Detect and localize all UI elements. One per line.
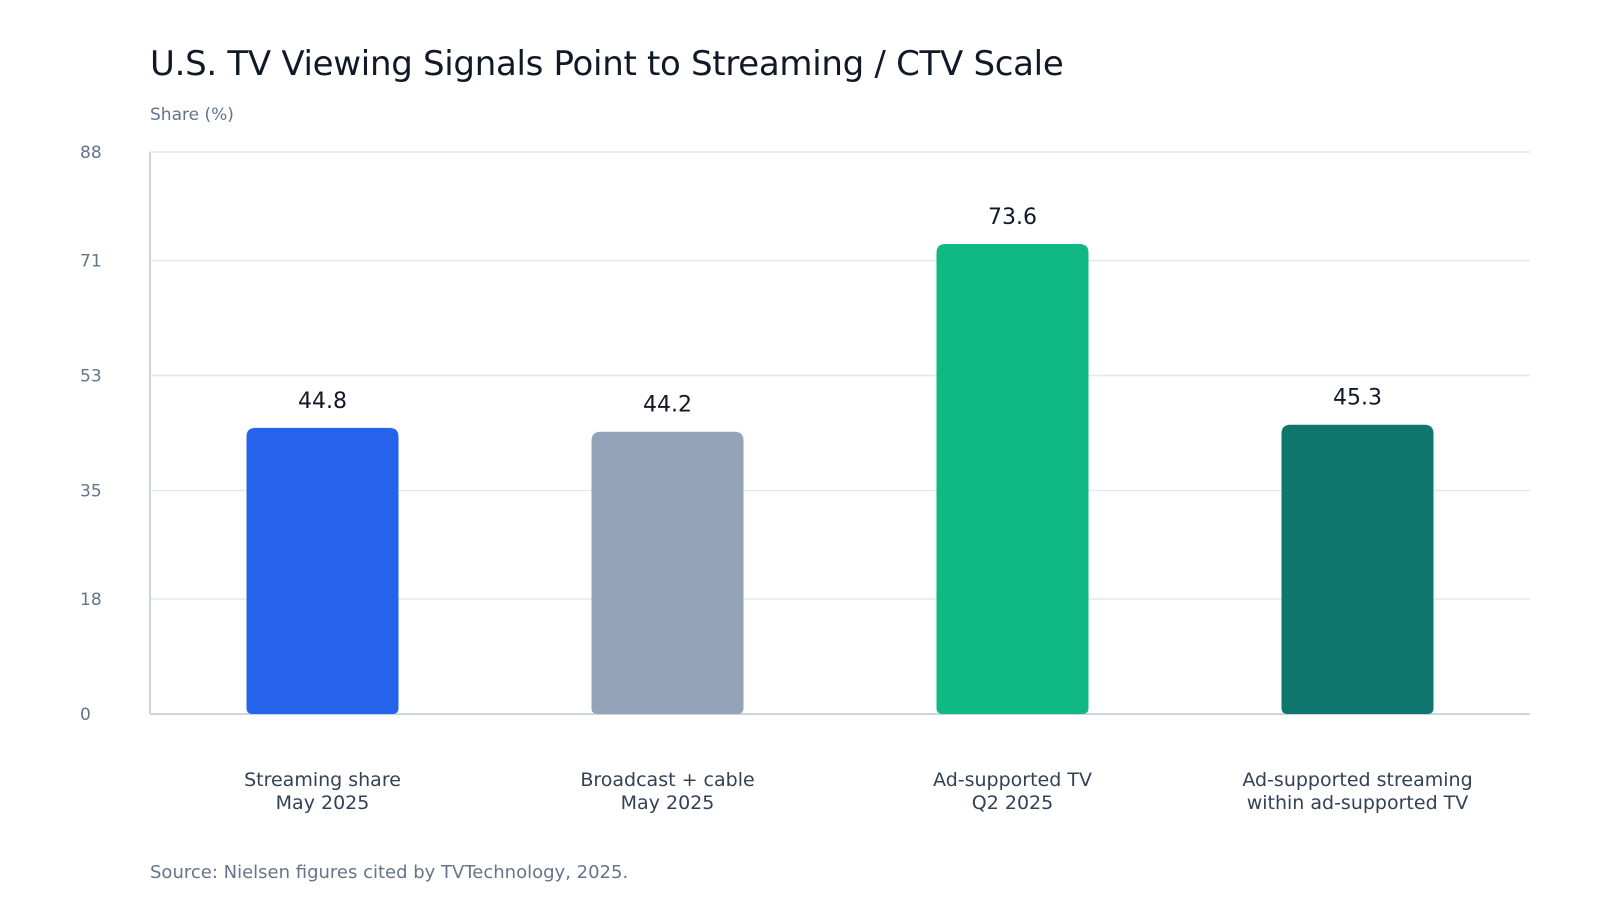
bar-2: [591, 431, 744, 714]
chart-title: U.S. TV Viewing Signals Point to Streami…: [150, 44, 1064, 84]
bars: [246, 243, 1434, 715]
bar-4: [1281, 424, 1434, 714]
bar-3: [936, 243, 1089, 715]
y-tick-label: 35: [80, 481, 102, 501]
x-category-label: Q2 2025: [972, 792, 1053, 814]
x-category-label: Ad-supported TV: [933, 769, 1092, 791]
bar-value-label: 44.2: [643, 393, 692, 418]
source-note: Source: Nielsen figures cited by TVTechn…: [150, 862, 629, 883]
x-category-label: Streaming share: [244, 769, 401, 791]
x-category-label: within ad-supported TV: [1247, 792, 1469, 814]
y-tick-label: 0: [80, 705, 91, 725]
y-tick-label: 18: [80, 590, 102, 610]
y-axis-label: Share (%): [150, 105, 234, 125]
bar-value-label: 45.3: [1333, 386, 1382, 411]
y-tick-label: 53: [80, 367, 102, 387]
bar-1: [246, 427, 399, 714]
x-category-label: May 2025: [621, 792, 715, 814]
x-category-label: Ad-supported streaming: [1242, 769, 1472, 791]
x-category-label: Broadcast + cable: [580, 769, 754, 791]
x-category-label: May 2025: [276, 792, 370, 814]
bar-value-label: 73.6: [988, 205, 1037, 230]
y-tick-label: 88: [80, 143, 102, 163]
bar-value-label: 44.8: [298, 389, 347, 414]
y-tick-label: 71: [80, 252, 102, 272]
